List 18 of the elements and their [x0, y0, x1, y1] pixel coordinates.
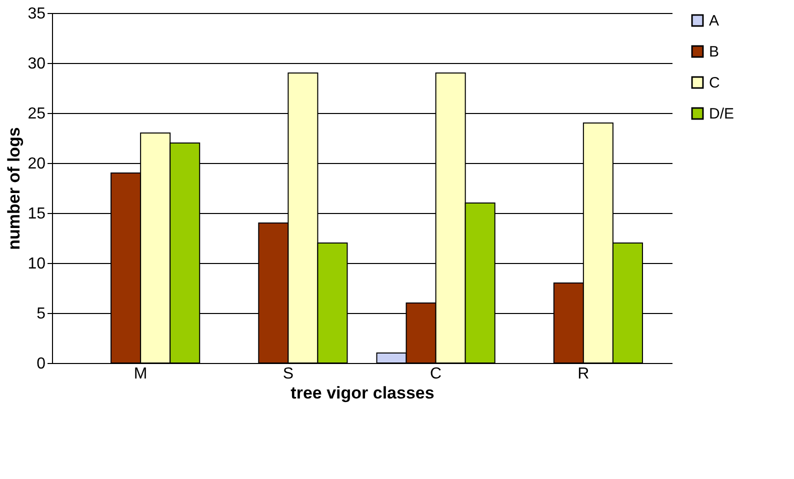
x-axis-title: tree vigor classes: [290, 384, 434, 402]
y-tick-label: 35: [28, 6, 46, 22]
y-tick-label: 30: [28, 56, 46, 72]
legend-label: C: [709, 74, 720, 92]
y-tick-label: 15: [28, 206, 46, 222]
y-tick-label: 5: [36, 306, 46, 322]
y-axis-title: number of logs: [4, 127, 24, 250]
x-tick-label: R: [578, 366, 590, 382]
legend-label: B: [709, 44, 720, 60]
y-tick-label: 25: [28, 106, 46, 122]
x-tick-label: M: [134, 366, 148, 382]
y-tick-label: 20: [28, 156, 46, 172]
y-tick-label: 0: [36, 356, 46, 372]
x-tick-label: S: [282, 366, 294, 382]
y-tick-label: 10: [28, 256, 46, 272]
legend-label: A: [709, 12, 720, 30]
legend-label: D/E: [709, 106, 734, 122]
x-tick-label: C: [430, 366, 442, 382]
